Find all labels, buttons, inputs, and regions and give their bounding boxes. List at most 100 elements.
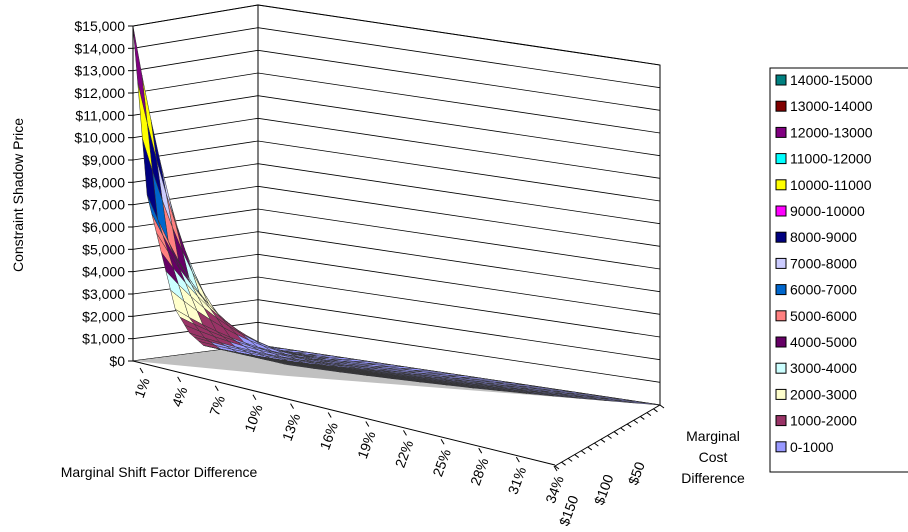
y-tick — [626, 423, 632, 428]
surface-cell — [283, 363, 315, 369]
z-tick-label: $7,000 — [82, 197, 125, 213]
gridline — [132, 4, 661, 66]
legend-swatch — [775, 205, 787, 217]
x-tick — [403, 430, 407, 436]
y-tick — [594, 442, 599, 447]
legend-swatch — [775, 257, 787, 269]
y-tick-label: $100 — [591, 472, 617, 507]
y-axis-title-line: Difference — [681, 470, 745, 486]
x-axis-title: Marginal Shift Factor Difference — [61, 464, 258, 480]
z-tick-label: $3,000 — [82, 286, 125, 302]
gridline — [132, 95, 661, 157]
y-tick — [646, 412, 652, 417]
z-tick-label: $9,000 — [82, 152, 125, 168]
legend-swatch — [775, 441, 787, 453]
y-axis-title: Marginal Cost Difference — [681, 428, 745, 486]
y-axis: $150$100 $50 — [554, 404, 665, 528]
legend-label: 13000-14000 — [790, 98, 873, 114]
x-tick-label: 16% — [316, 420, 341, 452]
y-tick — [633, 419, 639, 424]
legend-swatch — [775, 336, 787, 348]
z-tick-label: $8,000 — [82, 174, 125, 190]
legend-label: 6000-7000 — [790, 282, 857, 298]
y-tick — [567, 457, 573, 462]
chart-gridlines — [132, 4, 661, 406]
x-axis-line — [132, 360, 556, 466]
x-tick-label: 19% — [354, 429, 379, 461]
x-tick — [177, 376, 182, 383]
legend-swatch — [775, 126, 787, 138]
z-tick-label: $6,000 — [82, 219, 125, 235]
x-tick-label: 28% — [467, 456, 492, 488]
z-tick-label: $15,000 — [74, 18, 125, 34]
y-tick-label: $50 — [625, 459, 648, 487]
x-tick — [478, 447, 483, 454]
z-tick-label: $13,000 — [74, 63, 125, 79]
gridline — [132, 163, 661, 225]
y-tick — [554, 465, 560, 470]
y-tick — [587, 446, 593, 451]
x-tick — [365, 421, 370, 427]
x-tick — [139, 367, 144, 374]
y-tick — [580, 450, 586, 455]
legend-label: 2000-3000 — [790, 386, 857, 402]
legend-label: 10000-11000 — [790, 177, 872, 193]
legend-label: 3000-4000 — [790, 360, 857, 376]
x-tick-label: 7% — [206, 393, 228, 417]
gridline — [132, 321, 661, 383]
y-tick — [607, 435, 612, 439]
legend-label: 0-1000 — [790, 439, 834, 455]
z-tick-label: $1,000 — [82, 331, 125, 347]
x-tick-label: 13% — [279, 411, 304, 443]
x-tick-label: 31% — [505, 465, 530, 497]
legend-label: 7000-8000 — [790, 255, 857, 271]
y-tick — [600, 438, 606, 443]
y-tick — [613, 431, 619, 436]
y-tick — [574, 454, 579, 458]
legend-swatch — [775, 310, 787, 322]
legend-label: 8000-9000 — [790, 229, 857, 245]
x-tick — [290, 403, 294, 409]
gridline — [132, 140, 661, 202]
z-tick-label: $14,000 — [74, 40, 125, 56]
back-wall — [257, 4, 661, 406]
gridline — [132, 117, 661, 179]
surface-mesh — [132, 25, 661, 406]
gridline — [132, 27, 661, 89]
y-tick — [659, 404, 665, 409]
gridline — [132, 49, 661, 111]
x-tick-label: 10% — [241, 402, 266, 434]
legend-label: 4000-5000 — [790, 334, 857, 350]
x-tick — [252, 394, 257, 400]
y-axis-title-line: Marginal — [686, 428, 740, 444]
legend-label: 11000-12000 — [790, 151, 872, 167]
x-tick-label: 22% — [392, 438, 417, 470]
legend-swatch — [775, 284, 787, 296]
x-tick — [214, 385, 219, 392]
z-tick-label: $10,000 — [74, 130, 125, 146]
y-axis-title-line: Cost — [699, 449, 728, 465]
x-tick — [553, 465, 558, 472]
legend-label: 5000-6000 — [790, 308, 857, 324]
z-tick-label: $2,000 — [82, 308, 125, 324]
y-tick — [561, 461, 566, 466]
gridline — [132, 299, 661, 361]
y-tick — [653, 408, 658, 413]
x-tick-label: 4% — [168, 384, 190, 408]
legend-swatch — [775, 362, 787, 374]
z-tick-label: $4,000 — [82, 264, 125, 280]
x-tick-label: 25% — [429, 447, 454, 479]
gridline — [132, 72, 661, 134]
y-tick — [620, 427, 625, 432]
z-axis: $0 $1,000 $2,000 $3,000 $4,000 $5,000 $6,000 $7… — [74, 18, 134, 369]
legend-label: 12000-13000 — [790, 124, 873, 140]
legend-label: 9000-10000 — [790, 203, 865, 219]
x-tick — [327, 412, 332, 418]
z-axis-title: Constraint Shadow Price — [10, 118, 26, 272]
legend-swatch — [775, 153, 787, 165]
gridline — [132, 185, 661, 247]
legend-box — [769, 67, 908, 473]
legend-swatch — [775, 179, 787, 191]
legend-label: 14000-15000 — [790, 72, 873, 88]
